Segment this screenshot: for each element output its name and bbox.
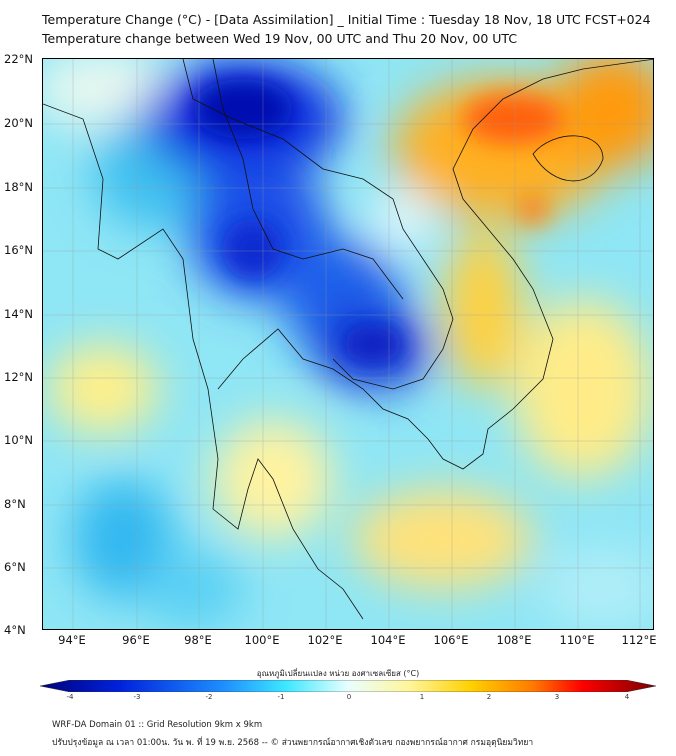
lat-label: 22°N [4,52,33,66]
temperature-change-map [42,58,654,630]
colorbar-tick: -4 [66,693,74,701]
footer-line-2: ปรับปรุงข้อมูล ณ เวลา 01:00น. วัน พ. ที่… [52,738,534,748]
lon-label: 112°E [621,633,657,647]
lon-label: 94°E [58,633,86,647]
lon-label: 106°E [433,633,469,647]
colorbar-tick: -2 [205,693,213,701]
lon-label: 98°E [184,633,212,647]
lat-label: 10°N [4,433,33,447]
colorbar [40,680,656,692]
colorbar-tick: 4 [624,693,630,701]
lon-label: 104°E [370,633,406,647]
colorbar-tick: 2 [486,693,492,701]
lat-label: 14°N [4,307,33,321]
title-line-1: Temperature Change (°C) - [Data Assimila… [42,12,651,27]
lat-label: 12°N [4,370,33,384]
colorbar-label: อุณหภูมิเปลี่ยนแปลง หน่วย องศาเซลเซียส (… [256,669,420,678]
lat-label: 16°N [4,243,33,257]
lon-label: 96°E [122,633,150,647]
title-line-2: Temperature change between Wed 19 Nov, 0… [42,31,518,46]
lon-label: 110°E [559,633,595,647]
lon-label: 100°E [244,633,280,647]
colorbar-tick: 0 [346,693,352,701]
lon-label: 102°E [307,633,343,647]
graticule [43,59,653,629]
colorbar-tick: 3 [554,693,560,701]
colorbar-tick: -1 [277,693,285,701]
lat-label: 20°N [4,116,33,130]
lat-label: 18°N [4,180,33,194]
footer-line-1: WRF-DA Domain 01 :: Grid Resolution 9km … [52,720,263,730]
colorbar-tick: 1 [419,693,425,701]
lat-label: 4°N [4,623,26,637]
lon-label: 108°E [496,633,532,647]
colorbar-tick: -3 [133,693,141,701]
lat-label: 8°N [4,497,26,511]
lat-label: 6°N [4,560,26,574]
coastlines [43,59,653,620]
map-field [43,59,653,629]
